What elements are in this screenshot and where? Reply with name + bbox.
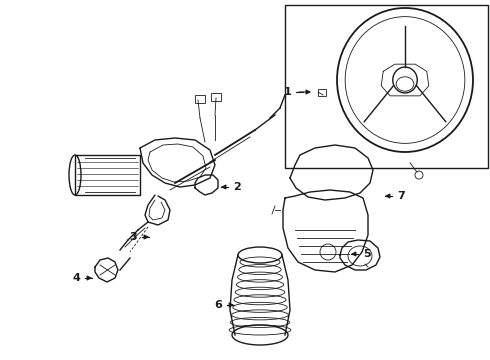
Bar xyxy=(285,5,488,168)
Text: 4: 4 xyxy=(72,273,80,283)
Bar xyxy=(211,93,221,101)
Bar xyxy=(318,89,326,96)
Text: 6: 6 xyxy=(214,300,222,310)
Text: 7: 7 xyxy=(397,191,405,201)
Text: 2: 2 xyxy=(233,182,241,192)
Text: 1: 1 xyxy=(283,87,291,97)
Bar xyxy=(195,95,205,103)
Text: 5: 5 xyxy=(363,249,370,259)
Text: 3: 3 xyxy=(129,232,137,242)
